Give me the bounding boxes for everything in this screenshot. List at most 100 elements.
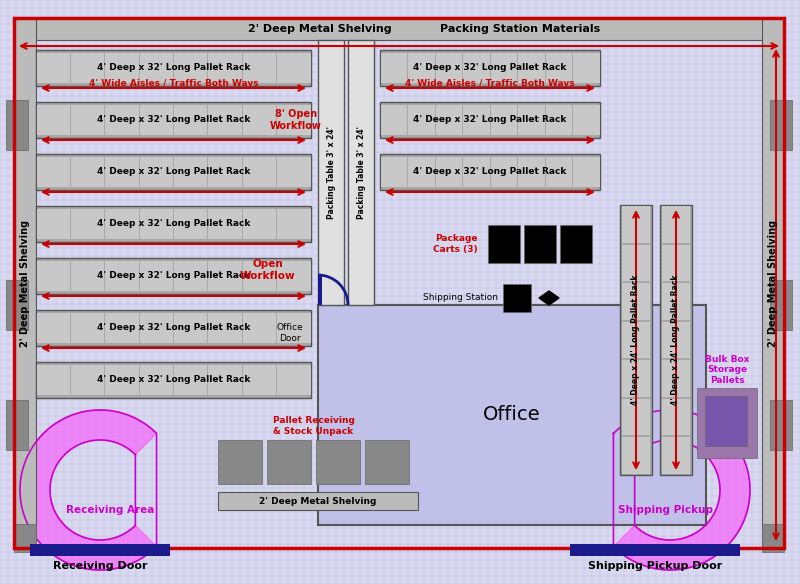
Bar (106, 313, 138, 343)
Bar (37, 105, 70, 135)
Bar (106, 261, 138, 291)
Bar (524, 225, 556, 263)
Bar (174, 209, 207, 239)
Text: Bulk Box
Storage
Pallets: Bulk Box Storage Pallets (705, 355, 749, 385)
Bar (37, 157, 70, 187)
Bar (36, 362, 311, 398)
Bar (318, 40, 344, 305)
Bar (662, 283, 690, 319)
Bar (518, 53, 545, 83)
Bar (573, 105, 599, 135)
Bar (242, 365, 276, 395)
Polygon shape (539, 291, 559, 305)
Bar (140, 261, 173, 291)
Bar (380, 102, 600, 138)
Text: Office
Door: Office Door (277, 324, 303, 343)
Bar (365, 440, 409, 484)
Bar (435, 157, 462, 187)
Text: 4' Deep x 24' Long Pallet Rack: 4' Deep x 24' Long Pallet Rack (671, 274, 681, 405)
Bar (174, 157, 207, 187)
Polygon shape (614, 410, 750, 570)
Bar (463, 53, 490, 83)
Text: Package
Carts (3): Package Carts (3) (434, 234, 478, 253)
Bar (140, 157, 173, 187)
Bar (662, 245, 690, 281)
Bar (622, 245, 650, 281)
Bar (662, 360, 690, 397)
Bar (267, 440, 311, 484)
Bar (622, 437, 650, 474)
Bar (37, 209, 70, 239)
Text: 4' Deep x 32' Long Pallet Rack: 4' Deep x 32' Long Pallet Rack (97, 324, 250, 332)
Bar (662, 399, 690, 436)
Bar (242, 261, 276, 291)
Bar (770, 400, 792, 450)
Bar (218, 440, 262, 484)
Bar (380, 50, 600, 86)
Bar (106, 209, 138, 239)
Bar (348, 40, 374, 305)
Bar (697, 388, 757, 458)
Bar (242, 157, 276, 187)
Bar (208, 53, 242, 83)
Text: Pallet Receiving
& Stock Unpack: Pallet Receiving & Stock Unpack (273, 416, 354, 436)
Bar (660, 205, 692, 475)
Text: 4' Wide Aisles / Traffic Both Ways: 4' Wide Aisles / Traffic Both Ways (405, 78, 575, 88)
Bar (71, 313, 104, 343)
Bar (662, 206, 690, 242)
Text: 2' Deep Metal Shelving: 2' Deep Metal Shelving (248, 24, 392, 34)
Bar (622, 283, 650, 319)
Bar (6, 100, 28, 150)
Bar (381, 53, 407, 83)
Bar (208, 209, 242, 239)
Bar (573, 157, 599, 187)
Bar (208, 313, 242, 343)
Bar (71, 209, 104, 239)
Bar (174, 53, 207, 83)
Bar (242, 105, 276, 135)
Bar (705, 396, 747, 446)
Bar (36, 258, 311, 294)
Bar (174, 105, 207, 135)
Text: Shipping Pickup Door: Shipping Pickup Door (588, 561, 722, 571)
Bar (277, 53, 310, 83)
Bar (546, 157, 572, 187)
Bar (36, 206, 311, 242)
Text: 4' Deep x 32' Long Pallet Rack: 4' Deep x 32' Long Pallet Rack (97, 64, 250, 72)
Bar (71, 53, 104, 83)
Text: Packing Table 3' x 24': Packing Table 3' x 24' (326, 126, 335, 219)
Bar (277, 105, 310, 135)
Text: 4' Deep x 32' Long Pallet Rack: 4' Deep x 32' Long Pallet Rack (97, 116, 250, 124)
Text: Shipping Station: Shipping Station (423, 294, 498, 303)
Bar (503, 284, 531, 312)
Bar (37, 261, 70, 291)
Polygon shape (20, 410, 157, 570)
Bar (174, 365, 207, 395)
Bar (381, 105, 407, 135)
Text: Receiving Area: Receiving Area (66, 505, 154, 515)
Bar (490, 157, 517, 187)
Bar (762, 524, 784, 552)
Text: 4' Deep x 32' Long Pallet Rack: 4' Deep x 32' Long Pallet Rack (414, 116, 566, 124)
Bar (37, 313, 70, 343)
Bar (106, 157, 138, 187)
Bar (6, 400, 28, 450)
Bar (490, 105, 517, 135)
Bar (408, 157, 434, 187)
Bar (408, 53, 434, 83)
Bar (622, 206, 650, 242)
Bar (208, 105, 242, 135)
Bar (6, 280, 28, 330)
Bar (36, 102, 311, 138)
Bar (490, 53, 517, 83)
Bar (242, 313, 276, 343)
Bar (14, 18, 784, 40)
Bar (380, 154, 600, 190)
Bar (37, 53, 70, 83)
Bar (71, 261, 104, 291)
Bar (620, 205, 652, 475)
Bar (518, 105, 545, 135)
Text: 4' Deep x 32' Long Pallet Rack: 4' Deep x 32' Long Pallet Rack (97, 376, 250, 384)
Text: Office: Office (483, 405, 541, 425)
Bar (518, 157, 545, 187)
